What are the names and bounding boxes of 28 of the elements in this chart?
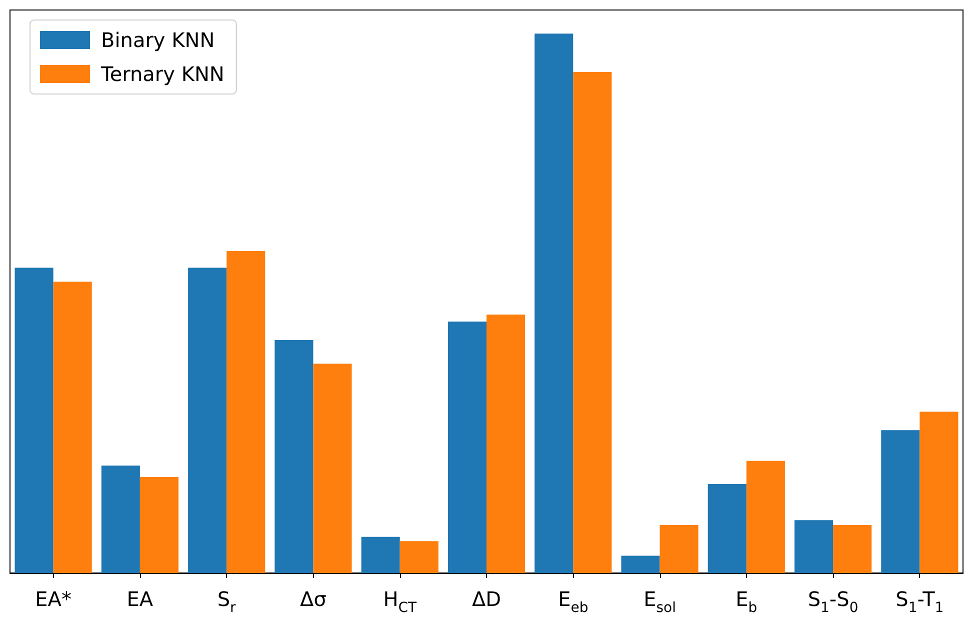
bar [486, 314, 526, 573]
bar [140, 476, 179, 573]
x-tick-label: Δσ [300, 587, 327, 611]
bar [621, 556, 660, 573]
bar [101, 466, 140, 573]
bar [794, 520, 834, 573]
bar [746, 460, 785, 573]
bar [361, 536, 400, 573]
x-tick-label: EA* [35, 587, 72, 611]
x-tick-label: EA [126, 587, 154, 611]
bar [274, 340, 314, 573]
bar [534, 34, 574, 573]
legend-label: Ternary KNN [100, 62, 224, 86]
bar [226, 251, 266, 573]
bar [708, 484, 746, 573]
bar [573, 72, 612, 573]
x-tick-label: ΔD [472, 587, 502, 611]
bar [448, 322, 486, 573]
bar [14, 268, 54, 573]
bar [881, 430, 920, 573]
legend-label: Binary KNN [101, 28, 215, 52]
bar [833, 524, 872, 573]
bar [920, 412, 958, 573]
bar [313, 364, 352, 573]
bar [188, 268, 227, 573]
bar [400, 541, 438, 573]
bar [660, 524, 698, 573]
bar [53, 282, 92, 573]
